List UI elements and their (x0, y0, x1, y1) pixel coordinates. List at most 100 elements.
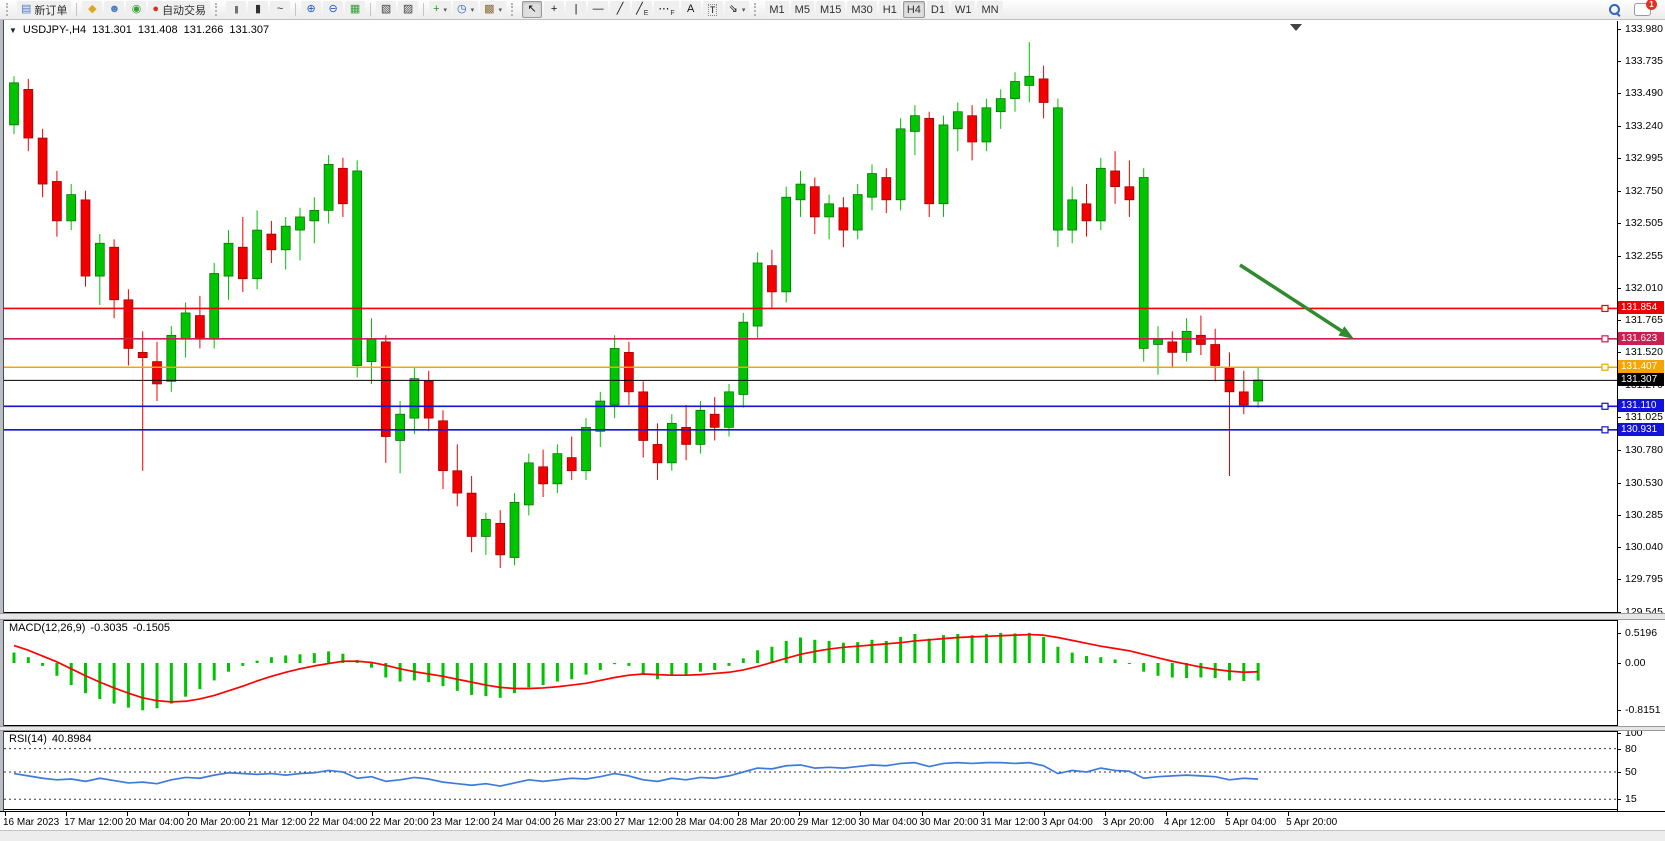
tf-h4-button[interactable]: H4 (902, 1, 925, 18)
indicators-button[interactable]: + ▾ (429, 1, 452, 18)
time-tick-label: 5 Apr 20:00 (1286, 817, 1338, 828)
templates-button[interactable]: ▩ ▾ (480, 1, 507, 18)
axis-tick (1617, 93, 1621, 95)
tf-mn-button[interactable]: MN (977, 1, 1003, 18)
price-tick-label: 132.995 (1625, 152, 1663, 165)
price-tick-label: 129.795 (1625, 573, 1663, 586)
fibonacci-tool-button[interactable]: ⋯ F (654, 1, 679, 18)
axis-tick (1617, 482, 1621, 484)
notifications-icon[interactable]: 1 (1634, 0, 1657, 16)
resistance-line-1-handle[interactable] (1601, 304, 1609, 313)
resistance-line-2-price-badge: 131.623 (1618, 331, 1664, 345)
one-click-trading-dropdown-icon[interactable]: ▼ (9, 25, 17, 35)
periods-icon: ◷ (457, 3, 467, 15)
pivot-line-handle[interactable] (1601, 363, 1609, 371)
chevron-down-icon: ▾ (498, 6, 503, 14)
time-tick-label: 3 Apr 04:00 (1041, 817, 1093, 828)
text-label-tool-button[interactable]: T (702, 1, 723, 18)
candlestick-chart-button[interactable]: ▮ (248, 1, 269, 18)
toolbar-separator (76, 3, 78, 16)
axis-tick (1617, 352, 1621, 354)
time-axis-tick (371, 812, 373, 816)
price-tick-label: 133.735 (1625, 55, 1663, 68)
panel-splitter-macd-rsi[interactable] (0, 726, 1665, 731)
tf-m1-button[interactable]: M1 (765, 1, 789, 18)
tf-m30-label: M30 (851, 3, 873, 16)
trendline-tool-button[interactable]: ╱ (610, 1, 631, 18)
crosshair-icon: + (550, 3, 558, 15)
time-tick-label: 21 Mar 12:00 (247, 817, 307, 828)
fibonacci-tool-icon: ⋯ (658, 3, 670, 15)
time-tick-label: 29 Mar 12:00 (797, 817, 857, 828)
price-tick-label: 133.980 (1625, 22, 1663, 35)
price-tick-label: 132.505 (1625, 216, 1663, 229)
candles-layer (9, 42, 1263, 569)
zoom-in-button[interactable]: ⊕ (301, 1, 322, 18)
cursor-button[interactable]: ↖ (522, 1, 543, 18)
text-tool-button[interactable]: A (680, 1, 701, 18)
price-tick-label: 130.780 (1625, 443, 1663, 456)
chevron-down-icon: ▾ (470, 6, 475, 14)
tf-m30-button[interactable]: M30 (847, 1, 877, 18)
price-tick-label: 131.520 (1625, 346, 1663, 359)
bar-chart-button[interactable]: ||| (226, 1, 247, 18)
time-tick-label: 20 Mar 20:00 (186, 817, 246, 828)
tf-m1-label: M1 (769, 3, 785, 16)
rsi-line (13, 761, 1259, 787)
arrows-tool-button[interactable]: ⇘ ▾ (724, 1, 750, 18)
rsi-panel[interactable] (4, 731, 1617, 810)
axis-tick (1617, 126, 1621, 128)
time-axis-tick (127, 812, 129, 816)
chart-shift-marker[interactable] (1290, 24, 1302, 31)
time-tick-label: 22 Mar 04:00 (308, 817, 368, 828)
tile-windows-button[interactable]: ▦ (345, 1, 366, 18)
tf-m5-button[interactable]: M5 (790, 1, 814, 18)
tf-h1-button[interactable]: H1 (878, 1, 901, 18)
toolbar-grip (511, 3, 517, 16)
signals-button[interactable]: ◉ (126, 1, 147, 18)
equidistant-channel-tool-subscript: E (643, 10, 649, 17)
axis-tick (1617, 190, 1621, 192)
arrows-tool-icon: ⇘ (728, 3, 738, 15)
tf-m5-label: M5 (794, 3, 810, 16)
crosshair-button[interactable]: + (544, 1, 565, 18)
tf-d1-button[interactable]: D1 (926, 1, 949, 18)
macd-label: MACD(12,26,9) -0.3035 -0.1505 (9, 622, 170, 634)
time-axis-tick (860, 812, 862, 816)
macd-panel[interactable] (4, 620, 1617, 726)
autotrading-button[interactable]: ● 自动交易 (148, 1, 211, 18)
price-tick-label: 131.025 (1625, 411, 1663, 424)
new-order-button[interactable]: ▤ 新订单 (17, 1, 72, 18)
search-icon[interactable] (1608, 3, 1622, 17)
vertical-line-tool-button[interactable]: | (566, 1, 587, 18)
market-scanner-button[interactable]: ◆ (82, 1, 103, 18)
toolbar-grip (215, 3, 221, 16)
equidistant-channel-tool-button[interactable]: ╱ E (632, 1, 653, 18)
price-tick-label: 130.530 (1625, 476, 1663, 489)
time-axis-tick (310, 812, 312, 816)
zoom-out-button[interactable]: ⊖ (323, 1, 344, 18)
axis-tick (1617, 547, 1621, 548)
resistance-line-2-handle[interactable] (1601, 335, 1609, 343)
tf-m15-button[interactable]: M15 (815, 1, 846, 18)
support-line-2-handle[interactable] (1601, 426, 1609, 434)
window-bottom-strip (0, 830, 1665, 841)
chart-shift-toggle-button[interactable]: ▨ (398, 1, 419, 18)
periods-button[interactable]: ◷ ▾ (453, 1, 479, 18)
axis-tick (1617, 255, 1621, 257)
toolbar-right: 1 (1608, 0, 1663, 17)
time-tick-label: 17 Mar 12:00 (64, 817, 124, 828)
community-button[interactable]: ☻ (104, 1, 125, 18)
time-axis[interactable]: 16 Mar 2023 17 Mar 12:00 20 Mar 04:00 20 Ma… (0, 811, 1665, 830)
price-axis[interactable]: 133.980 133.735 133.490 133.240 132.995 132.7… (1617, 21, 1665, 812)
auto-arrange-button[interactable]: ▧ (376, 1, 397, 18)
support-line-1-handle[interactable] (1601, 402, 1609, 410)
line-chart-button[interactable]: ~ (270, 1, 291, 18)
panel-splitter-main-macd[interactable] (0, 613, 1665, 620)
horizontal-line-tool-button[interactable]: — (588, 1, 609, 18)
macd-main-value: -0.3035 (90, 622, 128, 634)
tf-w1-button[interactable]: W1 (950, 1, 976, 18)
trend-arrow-annotation[interactable] (1239, 263, 1343, 333)
price-chart[interactable] (4, 21, 1617, 613)
axis-tick (1617, 579, 1621, 581)
